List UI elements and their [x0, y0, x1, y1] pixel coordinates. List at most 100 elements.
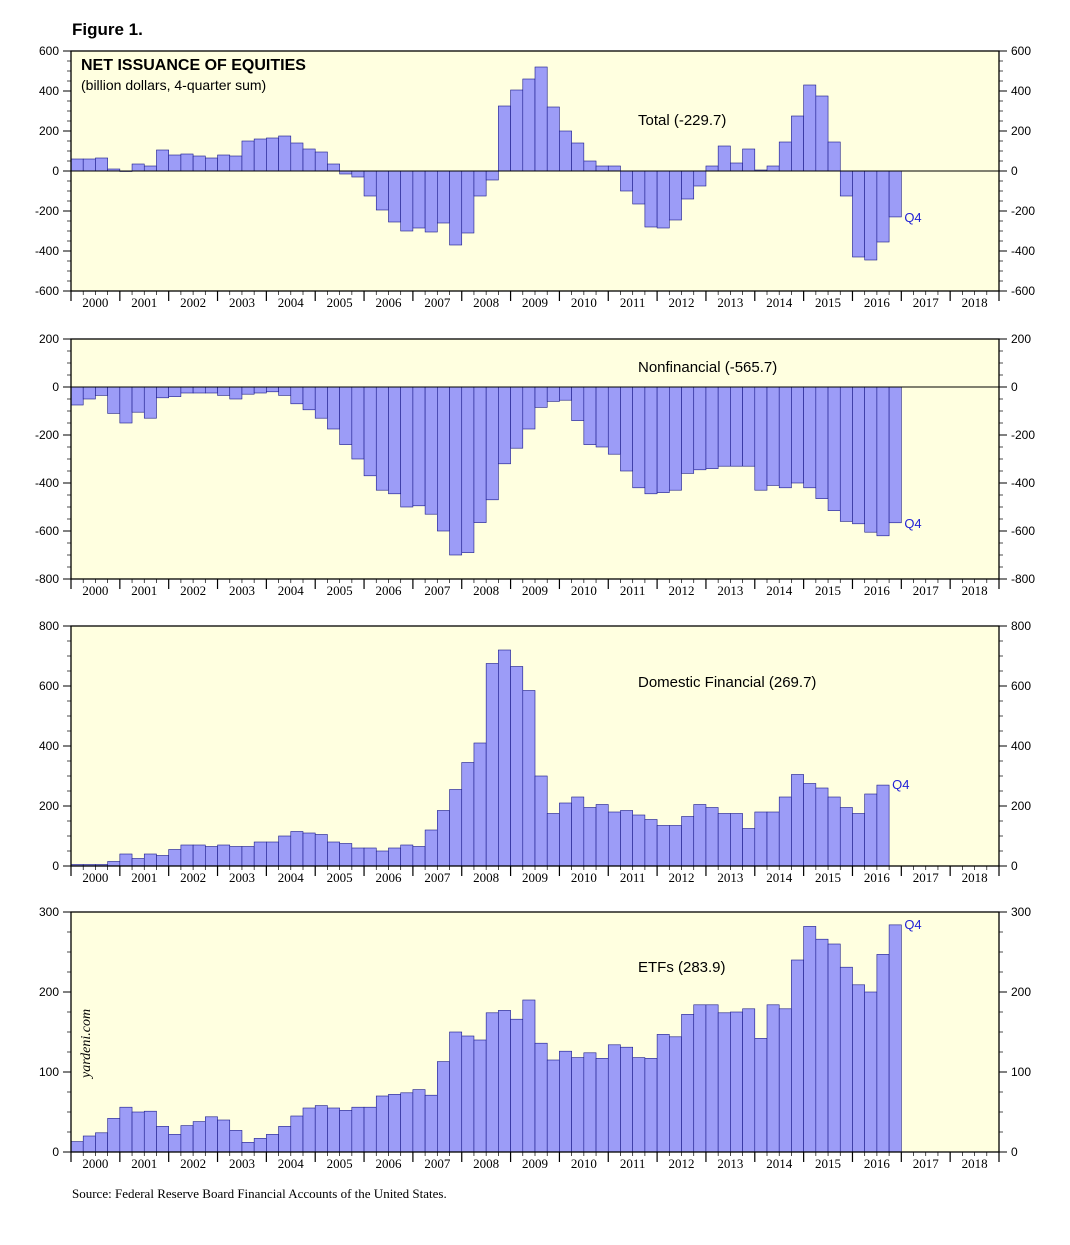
series-label: ETFs (283.9) — [638, 959, 726, 976]
bar — [852, 170, 865, 258]
bar — [327, 841, 340, 867]
x-tick-label: 2002 — [180, 1156, 206, 1171]
bar — [205, 846, 218, 867]
y-tick-label: -600 — [1011, 524, 1035, 538]
bar — [156, 1126, 169, 1153]
chart-panel-1: -600 -600 -400 -400 -200 -200 0 0 200 200 400 400 60… — [35, 44, 1035, 310]
x-tick-label: 2010 — [571, 870, 597, 885]
chart-panel-3: 0 0 200 200 400 400 600 600 800 800 2000 2001 2002 20… — [39, 619, 1031, 885]
bar — [95, 1132, 108, 1153]
x-tick-label: 2018 — [962, 295, 988, 310]
bar — [742, 148, 756, 172]
bar — [791, 115, 804, 172]
x-tick-label: 2003 — [229, 1156, 255, 1171]
bar — [693, 170, 707, 187]
x-tick-label: 2012 — [669, 295, 695, 310]
y-tick-label: 600 — [1011, 679, 1031, 693]
bar — [253, 1138, 267, 1153]
x-tick-label: 2001 — [131, 295, 157, 310]
bar — [437, 386, 450, 532]
bar — [766, 1004, 780, 1153]
x-tick-label: 2003 — [229, 583, 255, 598]
bar — [278, 835, 292, 867]
x-tick-label: 2008 — [473, 583, 499, 598]
x-tick-label: 2009 — [522, 1156, 548, 1171]
bar — [583, 160, 597, 172]
bar — [730, 162, 743, 172]
x-tick-label: 2015 — [815, 295, 841, 310]
bar — [815, 938, 829, 1153]
bar — [888, 170, 902, 218]
bar — [82, 386, 96, 400]
bar — [351, 847, 365, 867]
bar — [107, 1118, 121, 1153]
bar — [205, 157, 218, 172]
x-tick-label: 2006 — [375, 295, 402, 310]
x-tick-label: 2018 — [962, 583, 988, 598]
bar — [143, 165, 157, 172]
bar — [498, 386, 511, 465]
x-tick-label: 2008 — [473, 870, 499, 885]
bar — [192, 155, 206, 172]
y-tick-label: -400 — [1011, 244, 1035, 258]
x-tick-label: 2007 — [424, 870, 451, 885]
bar — [143, 853, 157, 867]
bar — [620, 386, 633, 472]
bar — [498, 649, 511, 867]
x-tick-label: 2007 — [424, 295, 451, 310]
bar — [192, 1121, 206, 1153]
bar — [278, 386, 292, 396]
bar — [424, 170, 438, 233]
bar — [424, 386, 438, 515]
x-tick-label: 2011 — [620, 295, 646, 310]
bar — [534, 775, 548, 867]
bar — [339, 843, 353, 867]
bar — [107, 386, 121, 414]
bar — [156, 386, 169, 399]
series-label: Nonfinancial (-565.7) — [638, 359, 777, 376]
bar — [815, 95, 829, 172]
bar — [876, 784, 890, 867]
y-tick-label: 200 — [39, 799, 59, 813]
y-tick-label: 200 — [1011, 985, 1031, 999]
x-tick-label: 2001 — [131, 870, 157, 885]
bar — [681, 816, 695, 867]
bar — [681, 170, 695, 200]
bar — [485, 386, 499, 501]
bar — [827, 386, 841, 511]
bar — [559, 1050, 572, 1153]
bar — [876, 954, 890, 1153]
bar — [156, 855, 169, 867]
bar — [400, 1092, 414, 1153]
bar — [620, 810, 633, 867]
y-tick-label: -800 — [1011, 572, 1035, 586]
bar — [510, 1018, 524, 1153]
y-tick-label: -400 — [1011, 476, 1035, 490]
x-tick-label: 2017 — [913, 295, 940, 310]
bar — [400, 170, 414, 232]
bar — [95, 157, 108, 172]
y-tick-label: 0 — [1011, 380, 1018, 394]
bar — [253, 386, 267, 394]
x-tick-label: 2013 — [717, 583, 743, 598]
x-tick-label: 2015 — [815, 1156, 841, 1171]
bar — [278, 1126, 292, 1153]
watermark: yardeni.com — [79, 1009, 94, 1080]
x-tick-label: 2017 — [913, 870, 940, 885]
bar — [192, 386, 206, 394]
bar — [363, 170, 377, 197]
x-tick-label: 2013 — [717, 1156, 743, 1171]
x-tick-label: 2016 — [864, 1156, 891, 1171]
bar — [778, 1008, 792, 1153]
bar — [827, 141, 841, 172]
bar — [461, 386, 475, 553]
chart-title: NET ISSUANCE OF EQUITIES — [81, 57, 306, 74]
bar — [449, 170, 463, 246]
bar — [266, 1134, 279, 1153]
chart-panel-2: -800 -800 -600 -600 -400 -400 -200 -200 0 0 200 200… — [35, 332, 1035, 598]
x-tick-label: 2008 — [473, 1156, 499, 1171]
bar — [351, 386, 365, 460]
bar — [70, 158, 84, 172]
bar — [534, 1042, 548, 1153]
bar — [632, 386, 646, 489]
